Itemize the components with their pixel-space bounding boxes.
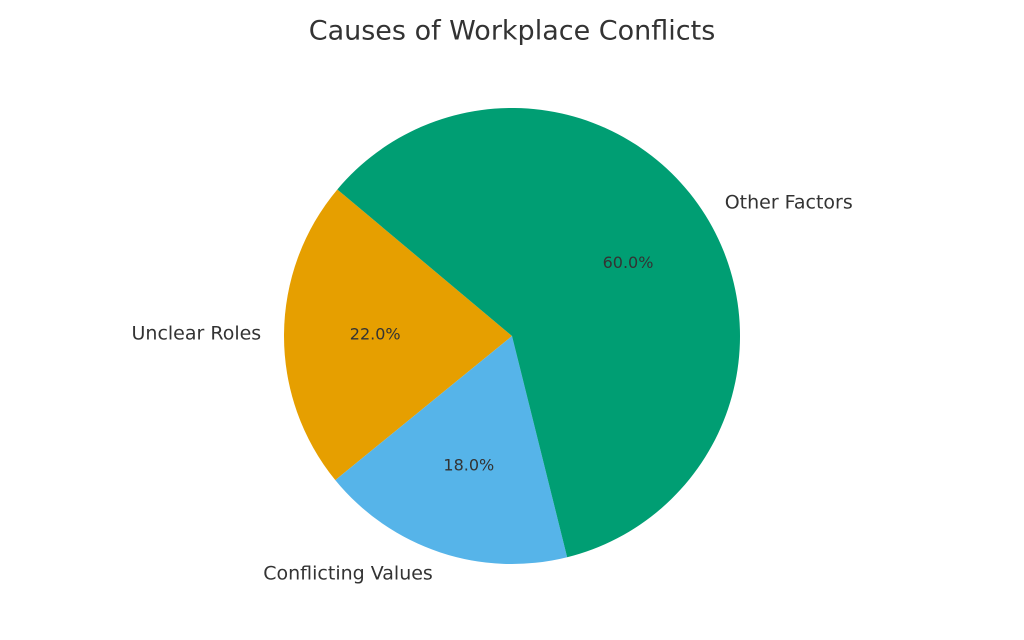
value-label: 18.0% bbox=[443, 455, 494, 474]
pie-slice bbox=[284, 189, 512, 481]
value-label: 60.0% bbox=[603, 253, 654, 272]
value-label: 22.0% bbox=[350, 325, 401, 344]
slice-label: Conflicting Values bbox=[263, 562, 433, 584]
slice-label: Unclear Roles bbox=[132, 323, 262, 345]
chart-title: Causes of Workplace Conflicts bbox=[309, 16, 716, 47]
pie-slice bbox=[335, 336, 568, 564]
slice-label: Other Factors bbox=[725, 192, 853, 214]
pie-slice bbox=[337, 108, 741, 558]
